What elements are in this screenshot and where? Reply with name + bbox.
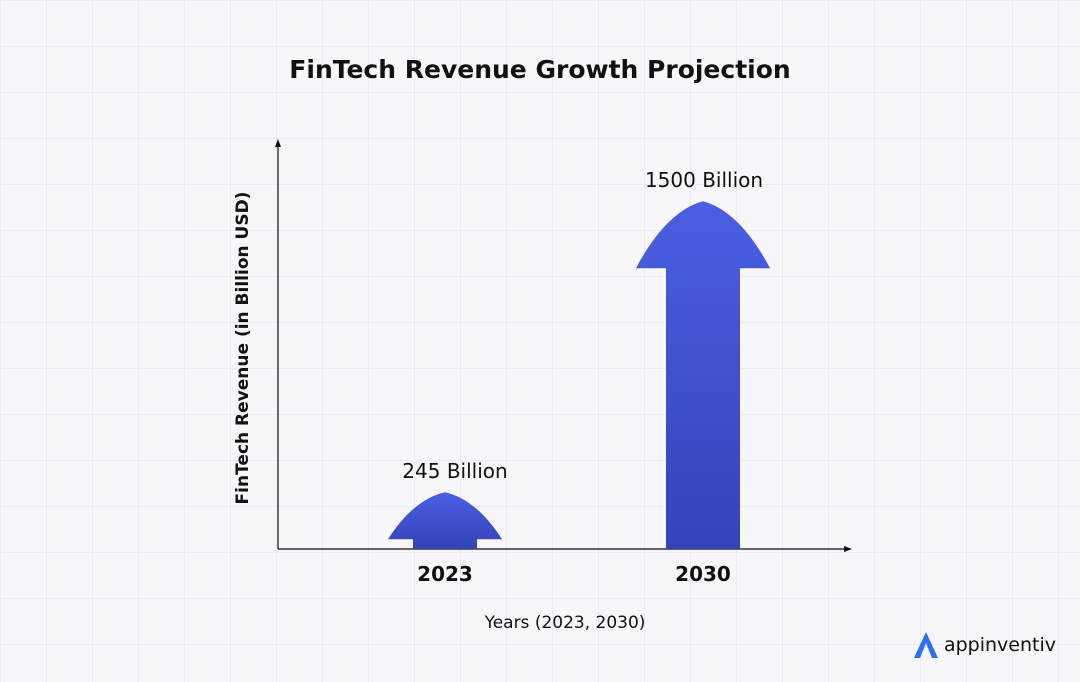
y-axis-arrowhead (275, 139, 281, 147)
data-label-2023: 245 Billion (402, 459, 507, 483)
appinventiv-logo-icon (913, 632, 938, 658)
axes (275, 139, 852, 552)
bar-arrow-2023 (388, 492, 502, 549)
brand-name: appinventiv (943, 634, 1056, 656)
bar-arrow-2030 (636, 201, 770, 549)
bar-marks: 245 Billion 2023 1500 Billion 2030 (388, 168, 770, 586)
y-axis-label: FinTech Revenue (in Billion USD) (233, 192, 253, 505)
brand-logo: appinventiv (912, 630, 1056, 660)
chart-title: FinTech Revenue Growth Projection (289, 55, 790, 84)
x-axis-arrowhead (844, 546, 852, 552)
x-tick-2030: 2030 (675, 562, 731, 586)
data-label-2030: 1500 Billion (645, 168, 763, 192)
x-axis-label: Years (2023, 2030) (484, 613, 646, 633)
x-tick-2023: 2023 (417, 562, 473, 586)
